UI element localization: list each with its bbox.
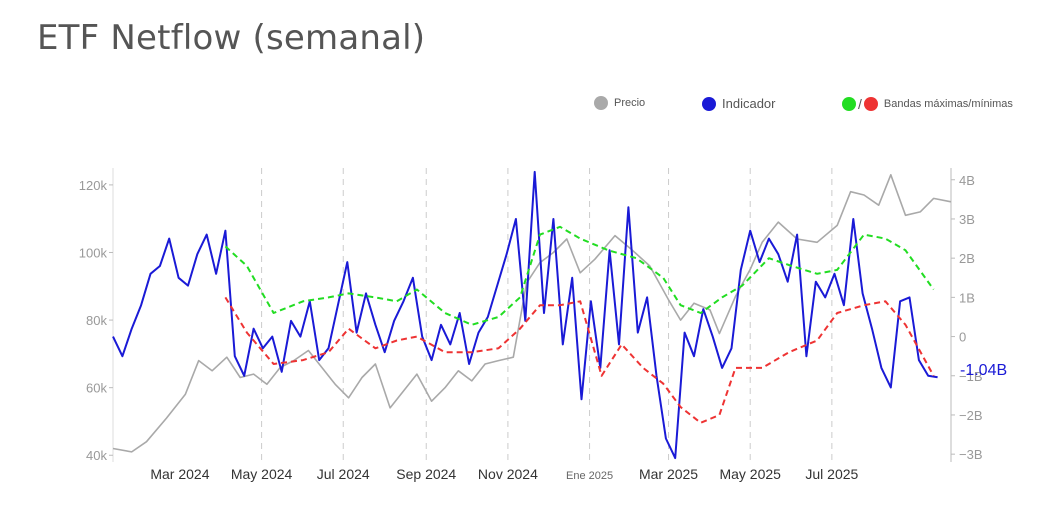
legend-bands-label: Bandas máximas/mínimas bbox=[883, 98, 1013, 110]
x-tick-label: May 2024 bbox=[231, 466, 293, 482]
legend: Precio Indicador / Bandas máximas/mínima… bbox=[0, 96, 1041, 120]
right-tick-label: 1B bbox=[959, 290, 975, 305]
legend-indicator-label: Indicador bbox=[722, 96, 776, 111]
x-tick-label: Nov 2024 bbox=[478, 466, 538, 482]
series-line-precio bbox=[112, 174, 952, 453]
x-axis-ticks: Mar 2024 May 2024 Jul 2024 Sep 2024 Nov 2024… bbox=[150, 466, 858, 482]
legend-price-swatch bbox=[594, 96, 608, 110]
left-axis-ticks: 40k 60k 80k 100k 120k bbox=[79, 178, 113, 463]
left-tick-label: 100k bbox=[79, 245, 108, 260]
legend-band-min-swatch bbox=[863, 97, 878, 111]
left-tick-label: 120k bbox=[79, 178, 108, 193]
left-tick-label: 40k bbox=[86, 448, 107, 463]
x-tick-label: Jul 2025 bbox=[805, 466, 858, 482]
right-tick-label: −1B bbox=[959, 369, 983, 384]
right-tick-label: 2B bbox=[959, 251, 975, 266]
legend-price-label: Precio bbox=[614, 97, 646, 109]
right-tick-label: 0 bbox=[959, 330, 966, 345]
legend-indicator-swatch bbox=[702, 96, 716, 111]
x-tick-label: May 2025 bbox=[719, 466, 781, 482]
right-axis-ticks: −3B −2B −1B 0 1B 2B 3B 4B bbox=[951, 173, 983, 462]
series-line-indicador bbox=[112, 170, 938, 460]
right-tick-label: −3B bbox=[959, 447, 983, 462]
last-value-label: -1.04B bbox=[960, 362, 1007, 379]
x-tick-label: Ene 2025 bbox=[566, 470, 613, 482]
legend-bands-separator: / bbox=[858, 96, 862, 112]
legend-indicator[interactable]: Indicador bbox=[702, 96, 775, 111]
right-tick-label: −2B bbox=[959, 408, 983, 423]
x-tick-label: Sep 2024 bbox=[396, 466, 456, 482]
right-tick-label: 3B bbox=[959, 212, 975, 227]
series-line-banda-máxima bbox=[224, 225, 935, 326]
legend-bands[interactable]: / Bandas máximas/mínimas bbox=[842, 96, 1013, 112]
series-line-banda-mínima bbox=[224, 296, 935, 424]
legend-band-max-swatch bbox=[842, 97, 856, 111]
gridlines bbox=[261, 168, 833, 462]
legend-price[interactable]: Precio bbox=[594, 96, 645, 110]
x-tick-label: Mar 2024 bbox=[150, 466, 209, 482]
chart-title: ETF Netflow (semanal) bbox=[37, 18, 426, 58]
x-tick-label: Mar 2025 bbox=[639, 466, 698, 482]
right-tick-label: 4B bbox=[959, 173, 975, 188]
series-lines bbox=[112, 170, 952, 460]
left-tick-label: 80k bbox=[86, 313, 107, 328]
x-tick-label: Jul 2024 bbox=[317, 466, 370, 482]
left-tick-label: 60k bbox=[86, 381, 107, 396]
